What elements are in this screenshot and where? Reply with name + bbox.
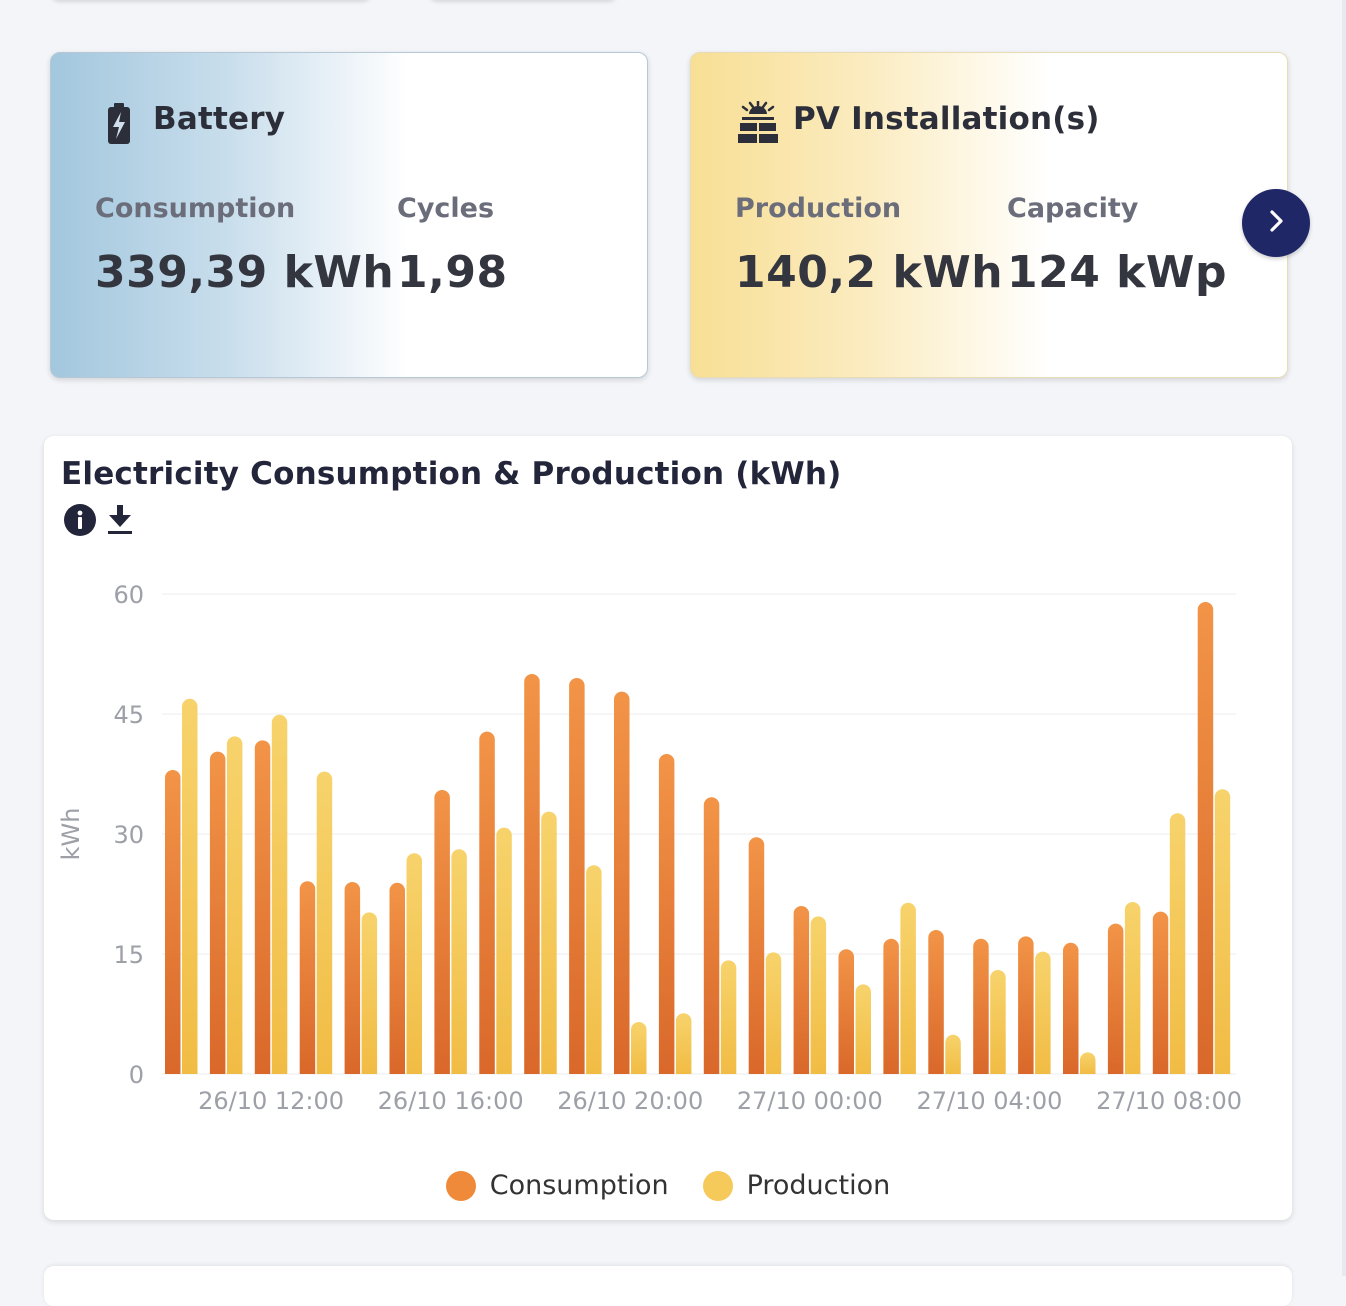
consumption-bar[interactable] <box>299 881 316 1074</box>
battery-consumption-value: 339,39 kWh <box>95 247 395 298</box>
legend-item-consumption[interactable]: Consumption <box>445 1170 669 1201</box>
battery-cycles-label: Cycles <box>397 193 495 224</box>
production-bar[interactable] <box>990 969 1006 1074</box>
y-tick-label: 60 <box>113 581 144 609</box>
legend-label-consumption: Consumption <box>489 1170 669 1201</box>
consumption-bar[interactable] <box>658 754 675 1074</box>
consumption-bar[interactable] <box>165 770 181 1074</box>
production-bar[interactable] <box>1035 951 1051 1074</box>
consumption-bar[interactable] <box>928 930 944 1074</box>
production-bar[interactable] <box>765 952 782 1074</box>
legend-item-production[interactable]: Production <box>702 1170 891 1201</box>
production-bar[interactable] <box>541 811 557 1074</box>
pv-production-value: 140,2 kWh <box>735 247 1004 298</box>
consumption-bar[interactable] <box>479 731 495 1074</box>
scrollbar-track[interactable] <box>1342 0 1346 1276</box>
y-axis-label: kWh <box>57 808 85 861</box>
consumption-bar[interactable] <box>434 790 450 1074</box>
production-bar[interactable] <box>900 902 916 1074</box>
consumption-bar[interactable] <box>614 691 630 1074</box>
battery-cycles-value: 1,98 <box>397 247 508 298</box>
info-icon[interactable] <box>63 503 97 537</box>
production-bar[interactable] <box>631 1022 647 1074</box>
x-tick-label: 27/10 04:00 <box>916 1087 1062 1115</box>
y-tick-label: 0 <box>129 1061 144 1089</box>
x-tick-label: 26/10 12:00 <box>198 1087 344 1115</box>
battery-charging-icon <box>107 103 131 149</box>
chevron-right-icon <box>1265 208 1287 238</box>
download-icon[interactable] <box>106 503 134 537</box>
consumption-bar[interactable] <box>254 740 271 1074</box>
y-tick-label: 30 <box>113 821 144 849</box>
pv-capacity-value: 124 kWp <box>1007 247 1227 298</box>
consumption-bar[interactable] <box>1197 602 1214 1074</box>
x-tick-label: 26/10 20:00 <box>557 1087 703 1115</box>
battery-title: Battery <box>153 101 286 137</box>
y-tick-label: 15 <box>113 941 144 969</box>
consumption-bar[interactable] <box>1152 911 1169 1074</box>
x-tick-label: 27/10 08:00 <box>1096 1087 1242 1115</box>
production-bar[interactable] <box>586 865 602 1074</box>
next-section-card <box>44 1266 1292 1306</box>
battery-consumption-label: Consumption <box>95 193 296 224</box>
pv-capacity-label: Capacity <box>1007 193 1139 224</box>
consumption-bar[interactable] <box>703 797 720 1074</box>
production-bar[interactable] <box>945 1034 961 1074</box>
consumption-bar[interactable] <box>883 938 899 1074</box>
production-bar[interactable] <box>316 771 333 1074</box>
x-tick-label: 26/10 16:00 <box>378 1087 524 1115</box>
production-bar[interactable] <box>182 698 198 1074</box>
consumption-bar[interactable] <box>389 882 406 1074</box>
production-bar[interactable] <box>810 916 827 1074</box>
consumption-bar[interactable] <box>748 837 765 1074</box>
bar-chart: 0 15 30 45 60 kWh 26/10 12:00 26/10 16:00 26/10 … <box>57 581 1242 1115</box>
production-bar[interactable] <box>720 960 737 1074</box>
x-tick-label: 27/10 00:00 <box>737 1087 883 1115</box>
production-bar[interactable] <box>271 714 288 1074</box>
production-bar[interactable] <box>361 912 378 1074</box>
production-bar[interactable] <box>1169 813 1186 1074</box>
production-bar[interactable] <box>1124 902 1141 1074</box>
consumption-bar[interactable] <box>344 882 361 1074</box>
production-bar[interactable] <box>451 849 467 1074</box>
production-bar[interactable] <box>675 1013 692 1074</box>
consumption-bar[interactable] <box>1063 942 1079 1074</box>
pv-title: PV Installation(s) <box>793 101 1100 137</box>
consumption-bar[interactable] <box>793 906 810 1074</box>
consumption-bar[interactable] <box>209 751 226 1074</box>
production-bar[interactable] <box>406 853 423 1074</box>
consumption-bar[interactable] <box>1018 936 1034 1074</box>
production-bar[interactable] <box>226 736 243 1074</box>
production-bar[interactable] <box>855 984 872 1074</box>
pv-production-label: Production <box>735 193 902 224</box>
legend-dot-production <box>702 1170 733 1201</box>
production-bar[interactable] <box>496 827 512 1074</box>
chart-title: Electricity Consumption & Production (kW… <box>61 456 842 492</box>
consumption-production-chart-card: Electricity Consumption & Production (kW… <box>44 436 1292 1220</box>
consumption-bar[interactable] <box>973 938 989 1074</box>
legend-dot-consumption <box>445 1170 476 1201</box>
consumption-bar[interactable] <box>569 678 585 1074</box>
consumption-bar[interactable] <box>838 949 855 1074</box>
legend-label-production: Production <box>746 1170 891 1201</box>
production-bar[interactable] <box>1214 789 1231 1074</box>
solar-panel-icon <box>737 99 779 149</box>
y-tick-label: 45 <box>113 701 144 729</box>
pv-installation-card[interactable]: PV Installation(s) Production 140,2 kWh … <box>690 52 1288 378</box>
chart-legend: Consumption Production <box>44 1170 1292 1201</box>
next-card-button[interactable] <box>1242 189 1310 257</box>
consumption-bar[interactable] <box>1107 923 1124 1074</box>
battery-card[interactable]: Battery Consumption 339,39 kWh Cycles 1,… <box>50 52 648 378</box>
production-bar[interactable] <box>1080 1052 1096 1074</box>
consumption-bar[interactable] <box>524 674 540 1074</box>
